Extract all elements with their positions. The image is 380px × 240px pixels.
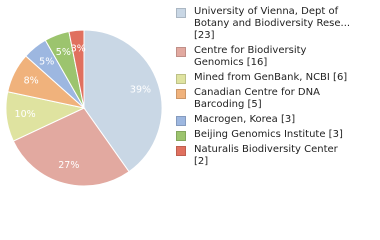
legend-label: University of Vienna, Dept of Botany and… [194, 6, 351, 41]
legend-item: Centre for Biodiversity Genomics [16] [174, 45, 374, 69]
slice-label: 27% [58, 160, 79, 171]
legend-item: Macrogen, Korea [3] [174, 114, 374, 126]
slice-label: 5% [56, 47, 71, 58]
legend-label: Canadian Centre for DNA Barcoding [5] [194, 87, 320, 110]
slice-label: 39% [130, 85, 151, 96]
pie-slice [12, 107, 130, 187]
legend-item: Beijing Genomics Institute [3] [174, 129, 374, 141]
legend-swatch [176, 89, 186, 99]
legend-swatch [176, 131, 186, 141]
pie-slice [68, 29, 85, 109]
slice-label: 5% [39, 56, 54, 67]
slice-label: 8% [24, 76, 39, 87]
legend-swatch [176, 8, 186, 18]
legend-swatch [176, 116, 186, 126]
legend-item: Naturalis Biodiversity Center [2] [174, 144, 374, 168]
legend-label: Macrogen, Korea [3] [194, 114, 296, 125]
legend-label: Mined from GenBank, NCBI [6] [194, 72, 348, 83]
legend-label: Centre for Biodiversity Genomics [16] [194, 45, 307, 68]
legend-label: Naturalis Biodiversity Center [2] [194, 144, 338, 167]
legend-item: Mined from GenBank, NCBI [6] [174, 72, 374, 84]
legend-item: Canadian Centre for DNA Barcoding [5] [174, 87, 374, 111]
pie: 39%27%10%8%5%5% 3% [5, 29, 163, 187]
legend-item: University of Vienna, Dept of Botany and… [174, 6, 374, 42]
legend-label: Beijing Genomics Institute [3] [194, 129, 343, 140]
legend: University of Vienna, Dept of Botany and… [174, 6, 374, 171]
slice-label: 10% [15, 109, 36, 120]
pie-slice [83, 29, 163, 173]
legend-swatch [176, 74, 186, 84]
legend-swatch [176, 146, 186, 156]
slice-label: 3% [71, 43, 86, 54]
legend-swatch [176, 47, 186, 57]
